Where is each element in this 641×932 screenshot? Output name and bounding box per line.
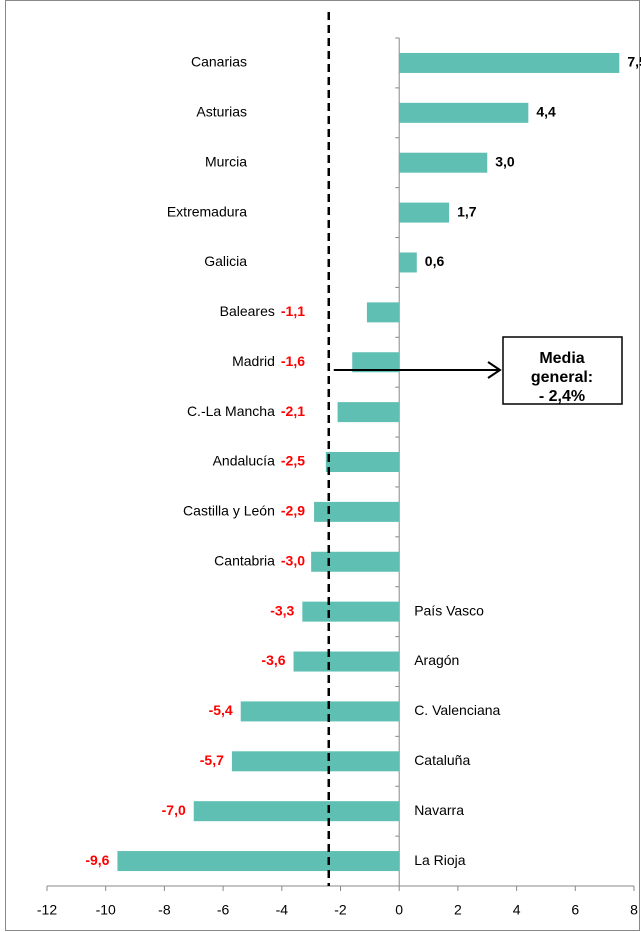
x-tick-label: -6 [217,902,230,918]
value-label: 7,5 [627,54,641,70]
category-label: Andalucía [213,453,275,469]
value-label: -2,9 [281,503,305,519]
frame [5,0,640,931]
category-label: Murcia [205,153,247,169]
value-label: 3,0 [495,153,515,169]
bar [399,152,488,173]
x-tick-label: 4 [513,902,521,918]
annotation: Media general: - 2,4% [531,350,593,405]
category-label: La Rioja [414,852,466,868]
value-label: -5,7 [200,752,224,768]
category-label: Extremadura [167,203,247,219]
category-label: C. Valenciana [414,702,500,718]
category-label: Castilla y León [183,503,275,519]
bar [193,801,400,822]
x-tick-label: -4 [276,902,289,918]
bar [366,302,400,323]
x-tick-label: -2 [334,902,347,918]
category-label: Asturias [196,104,247,120]
bar [314,501,400,522]
x-tick-label: 0 [395,902,403,918]
value-label: -5,4 [209,702,233,718]
bar [311,551,400,572]
category-label: Madrid [232,353,275,369]
bar [399,102,529,123]
bar [117,851,400,872]
x-tick-label: 6 [571,902,579,918]
annotation-box [502,336,623,405]
category-label: Aragón [414,652,459,668]
annotation-line: general: [531,369,593,386]
value-label: -2,5 [281,453,305,469]
x-tick-label: -8 [158,902,171,918]
x-tick-label: -10 [96,902,116,918]
bar [399,202,450,223]
bar [399,52,620,73]
x-tick-label: 8 [630,902,638,918]
bar [325,452,400,472]
value-label: -7,0 [162,802,186,818]
category-label: C.-La Mancha [187,403,275,419]
x-tick-label: -12 [37,902,57,918]
bar [240,701,400,722]
value-label: -3,3 [270,602,294,618]
value-label: -1,1 [281,303,305,319]
bar [399,252,417,273]
category-label: Baleares [220,303,275,319]
bar [337,402,400,423]
arrow-head [487,361,502,379]
value-label: 0,6 [425,253,445,269]
value-label: -3,0 [281,552,305,568]
category-label: Cantabria [214,552,275,568]
category-label: Navarra [414,802,464,818]
value-label: -2,1 [281,403,305,419]
value-label: 1,7 [457,203,477,219]
x-tick-label: 2 [454,902,462,918]
bar [302,601,400,622]
bar [231,751,400,772]
bar [293,651,400,672]
category-label: Galicia [204,253,247,269]
annotation-line: Media [539,350,584,367]
category-label: País Vasco [414,602,484,618]
bar [352,352,400,373]
category-label: Canarias [191,54,247,70]
value-label: -9,6 [85,852,109,868]
value-label: -1,6 [281,353,305,369]
value-label: -3,6 [261,652,285,668]
annotation-line: - 2,4% [539,388,585,405]
value-label: 4,4 [536,104,556,120]
category-label: Cataluña [414,752,470,768]
